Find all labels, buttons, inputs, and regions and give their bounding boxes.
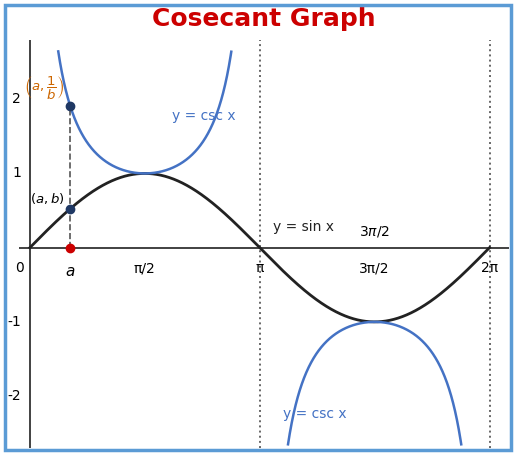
Text: y = csc x: y = csc x	[172, 109, 236, 123]
Text: $a$: $a$	[65, 264, 75, 279]
Text: 0: 0	[15, 261, 24, 275]
Text: -2: -2	[7, 389, 21, 403]
Text: $(a, b)$: $(a, b)$	[30, 191, 64, 206]
Text: π: π	[255, 261, 264, 275]
Text: 2π: 2π	[481, 261, 498, 275]
Title: Cosecant Graph: Cosecant Graph	[152, 7, 376, 31]
Text: 3π/2: 3π/2	[359, 261, 390, 275]
Text: π/2: π/2	[134, 261, 156, 275]
Text: $\left(a,\dfrac{1}{b}\right)$: $\left(a,\dfrac{1}{b}\right)$	[24, 75, 64, 102]
Text: y = csc x: y = csc x	[283, 407, 346, 421]
Text: -1: -1	[7, 315, 21, 329]
Text: y = sin x: y = sin x	[273, 220, 334, 234]
Text: 2: 2	[12, 92, 21, 106]
Text: $3\pi/2$: $3\pi/2$	[359, 224, 390, 239]
Text: 1: 1	[12, 167, 21, 181]
